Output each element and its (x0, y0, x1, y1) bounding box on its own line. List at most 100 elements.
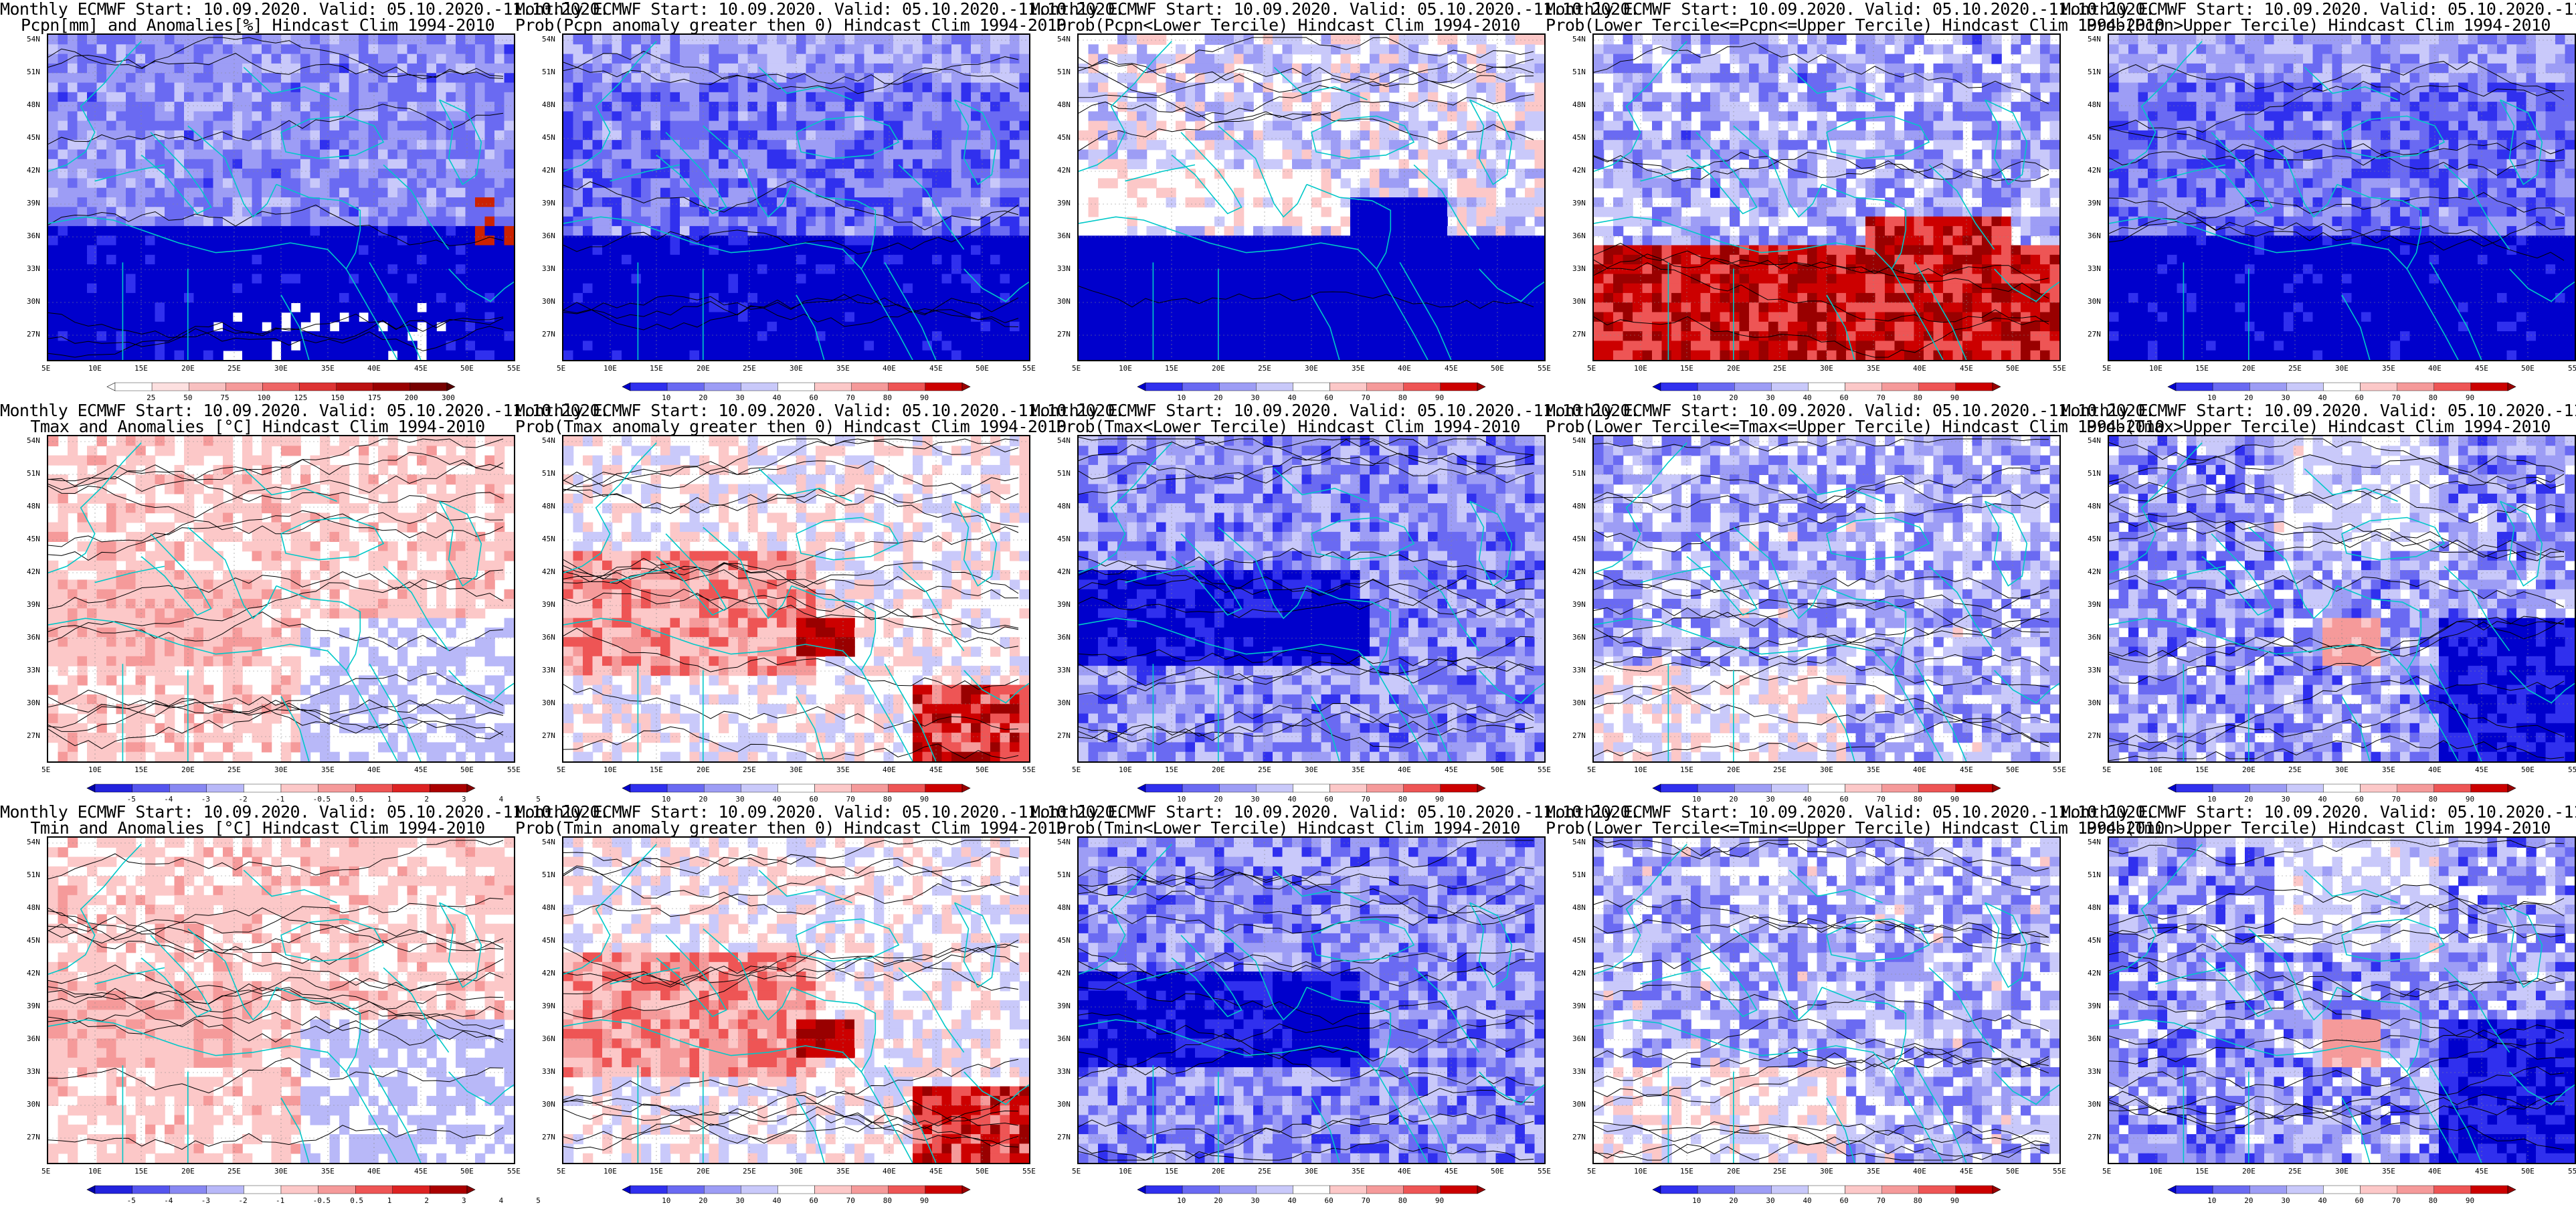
colorbar-swatch (1661, 784, 1697, 792)
colorbar-swatch (741, 784, 777, 792)
latitude-label: 51N (542, 469, 555, 478)
latitude-label: 27N (27, 731, 40, 740)
longitude-label: 15E (134, 1167, 148, 1176)
latitude-label: 54N (542, 838, 555, 846)
longitude-label: 50E (976, 1167, 989, 1176)
longitude-label: 45E (929, 1167, 943, 1176)
longitude-label: 50E (460, 765, 474, 774)
colorbar-tick-label: 40 (1803, 1196, 1811, 1205)
colorbar (622, 383, 970, 391)
colorbar-swatch (1956, 784, 1993, 792)
latitude-label: 45N (2088, 535, 2101, 543)
colorbar-swatches (2168, 1186, 2516, 1194)
colorbar-swatch (2249, 1186, 2286, 1194)
colorbar-swatch (2286, 383, 2323, 391)
latitude-label: 27N (2088, 1133, 2101, 1141)
p-pcpn-lower-panel: Monthly ECMWF Start: 10.09.2020. Valid: … (1030, 0, 1546, 401)
colorbar-swatch (281, 1186, 318, 1194)
colorbar-swatch (132, 1186, 170, 1194)
colorbar-swatch (2176, 1186, 2213, 1194)
latitude-label: 30N (27, 1100, 40, 1109)
longitude-label: 10E (1119, 1167, 1132, 1176)
colorbar-swatches (87, 784, 475, 792)
p-tmax-anom-panel: Monthly ECMWF Start: 10.09.2020. Valid: … (0, 401, 515, 803)
longitude-label: 10E (2149, 364, 2163, 373)
p-tmax-middle-panel: Monthly ECMWF Start: 10.09.2020. Valid: … (1546, 401, 2061, 803)
colorbar-tick-label: 80 (2429, 1196, 2437, 1205)
colorbar-swatch (115, 383, 152, 391)
latitude-label: 39N (27, 600, 40, 609)
colorbar-swatch (1734, 1186, 1771, 1194)
latitude-label: 45N (27, 133, 40, 142)
colorbar-tick-label: 80 (883, 1196, 892, 1205)
longitude-label: 10E (1119, 364, 1132, 373)
longitude-label: 40E (883, 364, 896, 373)
latitude-label: 39N (2088, 600, 2101, 609)
colorbar-tick-label: -5 (127, 1196, 136, 1205)
longitude-label: 35E (2382, 1167, 2395, 1176)
panel-title-line2: Prob(Tmax>Upper Tercile) Hindcast Clim 1… (2061, 418, 2576, 436)
colorbar-swatch (2361, 1186, 2397, 1194)
longitude-label: 20E (1212, 765, 1225, 774)
latitude-label: 48N (1572, 502, 1586, 511)
latitude-label: 36N (2088, 231, 2101, 240)
p-tmax-upper-panel: Monthly ECMWF Start: 10.09.2020. Valid: … (2061, 401, 2576, 803)
colorbar-swatch (1441, 1186, 1477, 1194)
latitude-label: 54N (27, 35, 40, 43)
latitude-label: 27N (1057, 330, 1071, 339)
latitude-label: 33N (1572, 264, 1586, 273)
latitude-label: 42N (2088, 969, 2101, 978)
latitude-label: 36N (542, 1034, 555, 1043)
longitude-label: 40E (883, 1167, 896, 1176)
colorbar-min-arrow (87, 1186, 95, 1194)
colorbar-swatch (2176, 383, 2213, 391)
colorbar-swatch (1367, 784, 1404, 792)
colorbar-tick-label: 20 (1729, 1196, 1738, 1205)
longitude-label: 25E (1258, 364, 1271, 373)
colorbar-swatch (1256, 1186, 1293, 1194)
longitude-label: 40E (1398, 765, 1411, 774)
colorbar-tick-label: 90 (1435, 1196, 1444, 1205)
colorbar-swatch (852, 383, 889, 391)
latitude-label: 54N (27, 838, 40, 846)
colorbar-max-arrow (1477, 1186, 1485, 1194)
latitude-label: 36N (1572, 633, 1586, 642)
colorbar-swatch (704, 1186, 741, 1194)
p-tmin-middle-panel: Monthly ECMWF Start: 10.09.2020. Valid: … (1546, 803, 2061, 1204)
latitude-label: 30N (542, 297, 555, 306)
colorbar-max-arrow (2508, 784, 2516, 792)
colorbar-swatch (2213, 784, 2249, 792)
map-field (1079, 35, 1544, 360)
latitude-label: 54N (2088, 436, 2101, 445)
latitude-label: 30N (542, 1100, 555, 1109)
colorbar-swatch (2176, 784, 2213, 792)
colorbar-swatch (2286, 784, 2323, 792)
colorbar-max-arrow (2508, 383, 2516, 391)
latitude-label: 39N (27, 199, 40, 207)
longitude-label: 35E (321, 1167, 335, 1176)
longitude-label: 45E (929, 765, 943, 774)
longitude-label: 20E (697, 1167, 710, 1176)
colorbar-tick-label: 70 (846, 1196, 855, 1205)
colorbar-tick-label: 40 (772, 1196, 781, 1205)
latitude-label: 51N (27, 870, 40, 879)
longitude-label: 15E (1165, 364, 1178, 373)
colorbar-swatch (1845, 383, 1882, 391)
colorbar-tick-label: 70 (1877, 1196, 1885, 1205)
colorbar-swatches (622, 784, 970, 792)
colorbar-swatch (815, 383, 852, 391)
latitude-label: 51N (1057, 68, 1071, 76)
colorbar-swatch (1182, 784, 1219, 792)
colorbar-swatches (87, 1186, 475, 1194)
latitude-label: 27N (542, 1133, 555, 1141)
colorbar-min-arrow (622, 784, 630, 792)
p-pcpn-middle-panel: Monthly ECMWF Start: 10.09.2020. Valid: … (1546, 0, 2061, 401)
forecast-map (1592, 33, 2061, 361)
colorbar-swatch (1367, 383, 1404, 391)
longitude-label: 20E (181, 364, 195, 373)
colorbar-swatches (2168, 383, 2516, 391)
longitude-label: 25E (1773, 1167, 1786, 1176)
longitude-label: 15E (2195, 364, 2209, 373)
latitude-label: 30N (27, 699, 40, 707)
latitude-label: 36N (1057, 1034, 1071, 1043)
